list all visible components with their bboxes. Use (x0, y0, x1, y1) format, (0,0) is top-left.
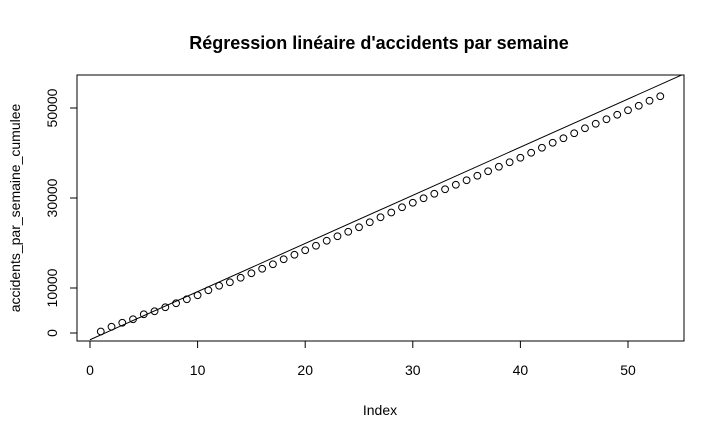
data-point (484, 167, 493, 176)
x-tick-label: 0 (86, 362, 94, 378)
data-point (419, 194, 428, 203)
data-point (516, 153, 525, 162)
data-point (344, 227, 353, 236)
data-point (355, 223, 363, 232)
data-point (634, 101, 643, 110)
data-point (193, 291, 202, 300)
data-point (139, 310, 148, 319)
data-point (247, 269, 256, 278)
data-point (322, 236, 331, 245)
data-point (290, 250, 299, 259)
data-point (312, 241, 320, 250)
data-point (279, 255, 288, 264)
data-point (645, 96, 654, 105)
y-tick-label: 50000 (44, 88, 60, 127)
x-tick-label: 20 (297, 362, 313, 378)
data-point (225, 278, 234, 287)
data-point (538, 143, 546, 152)
y-tick-label: 10000 (44, 268, 60, 307)
data-point (473, 171, 482, 180)
data-point (182, 295, 191, 304)
x-tick-label: 40 (513, 362, 529, 378)
data-point (236, 273, 245, 282)
data-point (333, 232, 342, 241)
data-point (96, 327, 105, 336)
data-point (505, 158, 514, 167)
data-point (559, 134, 568, 143)
y-axis-label: accidents_par_semaine_cumulee (7, 104, 23, 313)
y-axis: 0 10000 30000 50000 (44, 88, 78, 337)
data-point (398, 203, 406, 212)
data-point (107, 322, 116, 331)
data-point (602, 115, 611, 124)
data-point (591, 119, 600, 128)
data-point (215, 281, 224, 290)
data-point (172, 299, 180, 308)
data-point (387, 208, 396, 217)
data-point (129, 315, 137, 324)
x-tick-label: 30 (405, 362, 421, 378)
x-axis: 0 10 20 30 40 50 (86, 340, 636, 378)
data-point (269, 260, 277, 269)
y-tick-label: 0 (44, 329, 60, 337)
data-point (494, 162, 503, 171)
y-tick-label: 30000 (44, 178, 60, 217)
data-point (570, 129, 579, 138)
data-point (624, 106, 632, 115)
data-point (204, 286, 213, 295)
regression-layer (89, 75, 683, 341)
data-point (581, 124, 589, 133)
x-tick-label: 10 (190, 362, 206, 378)
regression-line (89, 75, 683, 341)
data-point (548, 138, 557, 147)
data-point (527, 148, 536, 157)
data-point (365, 218, 374, 227)
data-point (430, 189, 439, 198)
x-tick-label: 50 (620, 362, 636, 378)
data-point (301, 246, 310, 255)
chart-title: Régression linéaire d'accidents par sema… (189, 33, 568, 53)
data-point (656, 92, 665, 101)
data-point (613, 110, 622, 119)
data-point (118, 318, 127, 327)
data-point (376, 213, 385, 222)
data-point (441, 185, 449, 194)
data-point (462, 176, 471, 185)
data-point (451, 180, 460, 189)
data-point (161, 303, 170, 312)
data-points (96, 92, 665, 336)
data-point (258, 264, 267, 273)
x-axis-label: Index (363, 402, 397, 418)
data-point (408, 198, 417, 207)
data-point (150, 307, 159, 316)
